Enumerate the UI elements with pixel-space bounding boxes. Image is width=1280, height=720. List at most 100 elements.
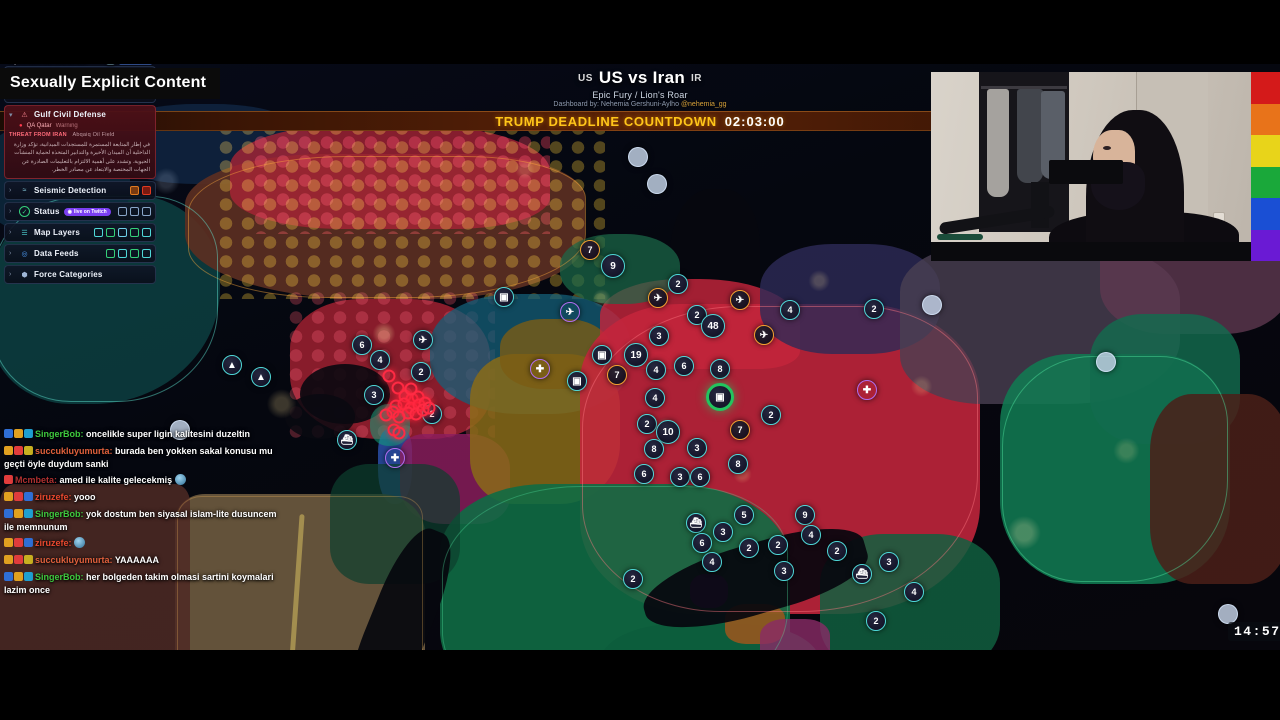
chat-username[interactable]: Mcmbeta: — [15, 475, 60, 486]
webcam-video[interactable] — [931, 72, 1251, 261]
chat-username[interactable]: SingerBob: — [35, 429, 86, 439]
map-cluster-marker[interactable]: 4 — [801, 525, 821, 545]
strike-marker[interactable] — [392, 426, 406, 440]
map-marker-rocket-icon[interactable]: ✈ — [730, 290, 750, 310]
map-marker-rocket-icon[interactable]: ✈ — [648, 288, 668, 308]
chevron-right-icon-layers[interactable]: › — [9, 229, 12, 236]
chevron-right-icon-forces[interactable]: › — [9, 271, 12, 278]
map-marker-plus-icon[interactable]: ✚ — [530, 359, 550, 379]
live-on-twitch-badge[interactable]: ◉ live on Twitch — [63, 207, 111, 216]
webcam-overlay[interactable] — [931, 72, 1280, 261]
map-marker-plane-icon[interactable]: ✈ — [560, 302, 580, 322]
map-cluster-marker[interactable]: 4 — [904, 582, 924, 602]
badge-m6[interactable] — [142, 186, 151, 195]
link-icon[interactable] — [130, 228, 139, 237]
chevron-right-icon-seismic[interactable]: › — [9, 187, 12, 194]
chevron-down-icon-gulf[interactable]: ▾ — [9, 111, 13, 119]
map-marker-rocket-icon[interactable]: ✈ — [754, 325, 774, 345]
map-cluster-marker[interactable]: 3 — [364, 385, 384, 405]
map-cluster-marker[interactable]: 2 — [637, 414, 657, 434]
map-cluster-marker[interactable]: 6 — [690, 467, 710, 487]
circle-icon[interactable] — [142, 249, 151, 258]
map-cluster-marker[interactable]: 19 — [624, 343, 648, 367]
drop-icon[interactable] — [142, 228, 151, 237]
strike-marker[interactable] — [379, 408, 393, 422]
map-cluster-marker[interactable]: 8 — [728, 454, 748, 474]
map-cluster-marker[interactable]: 4 — [370, 350, 390, 370]
map-cluster-marker[interactable]: 2 — [866, 611, 886, 631]
map-cluster-marker[interactable]: 7 — [580, 240, 600, 260]
map-marker-ship-icon[interactable]: ⛴ — [686, 513, 706, 533]
map-cluster-marker[interactable]: 6 — [352, 335, 372, 355]
square-icon[interactable] — [94, 228, 103, 237]
star-icon[interactable] — [118, 228, 127, 237]
map-cluster-marker[interactable]: 8 — [710, 359, 730, 379]
map-marker-ship-icon[interactable]: ⛴ — [337, 430, 357, 450]
map-cluster-marker[interactable]: 8 — [644, 439, 664, 459]
map-cluster-marker[interactable] — [1096, 352, 1116, 372]
map-cluster-marker[interactable]: 4 — [702, 552, 722, 572]
lock-icon[interactable] — [118, 249, 127, 258]
strike-marker[interactable] — [382, 369, 396, 383]
map-cluster-marker[interactable]: 3 — [713, 522, 733, 542]
row-map-layers[interactable]: › ☰ Map Layers — [4, 223, 156, 242]
map-marker-plus-icon[interactable]: ✚ — [857, 380, 877, 400]
chat-icon[interactable] — [118, 207, 127, 216]
map-cluster-marker[interactable]: 7 — [607, 365, 627, 385]
map-cluster-marker[interactable]: 4 — [780, 300, 800, 320]
map-cluster-marker[interactable]: 3 — [879, 552, 899, 572]
map-marker-ship-icon[interactable]: ⛴ — [852, 564, 872, 584]
map-marker-plus-icon[interactable]: ✚ — [385, 448, 405, 468]
badge-m5[interactable] — [130, 186, 139, 195]
map-marker-building-icon[interactable]: ▣ — [706, 383, 734, 411]
map-cluster-marker[interactable]: 6 — [634, 464, 654, 484]
row-data-feeds[interactable]: › ◎ Data Feeds — [4, 244, 156, 263]
map-cluster-marker[interactable]: 3 — [774, 561, 794, 581]
row-force-categories[interactable]: › ⬢ Force Categories — [4, 265, 156, 284]
camera-icon[interactable] — [106, 228, 115, 237]
map-cluster-marker[interactable]: 4 — [645, 388, 665, 408]
map-marker-building-icon[interactable]: ▣ — [592, 345, 612, 365]
chat-username[interactable]: ziruzefe: — [35, 492, 75, 503]
map-marker-plane-icon[interactable]: ✈ — [413, 330, 433, 350]
card-gulf-civil-defense[interactable]: ▾ ⚠ Gulf Civil Defense ● QA Qatar Warnin… — [4, 105, 156, 179]
map-cluster-marker[interactable]: 2 — [623, 569, 643, 589]
map-cluster-marker[interactable] — [1218, 604, 1238, 624]
chevron-right-icon-status[interactable]: › — [9, 208, 12, 215]
chat-username[interactable]: SingerBob: — [35, 508, 86, 519]
map-cluster-marker[interactable]: 6 — [674, 356, 694, 376]
map-marker-building-icon[interactable]: ▣ — [567, 371, 587, 391]
map-marker-mount-icon[interactable]: ▲ — [222, 355, 242, 375]
map-cluster-marker[interactable]: 2 — [864, 299, 884, 319]
map-marker-mount-icon[interactable]: ▲ — [251, 367, 271, 387]
map-cluster-marker[interactable]: 3 — [687, 438, 707, 458]
strike-marker[interactable] — [404, 382, 418, 396]
map-cluster-marker[interactable] — [170, 420, 190, 440]
map-cluster-marker[interactable]: 2 — [411, 362, 431, 382]
map-cluster-marker[interactable]: 6 — [692, 533, 712, 553]
chevron-right-icon-feeds[interactable]: › — [9, 250, 12, 257]
chat-username[interactable]: succukluyumurta: — [35, 555, 115, 566]
row-status[interactable]: › ✓ Status ◉ live on Twitch — [4, 202, 156, 221]
flow-icon[interactable] — [106, 249, 115, 258]
map-cluster-marker[interactable]: 3 — [649, 326, 669, 346]
code-icon[interactable] — [142, 207, 151, 216]
map-cluster-marker[interactable]: 5 — [734, 505, 754, 525]
map-cluster-marker[interactable]: 2 — [761, 405, 781, 425]
atom-icon[interactable] — [130, 249, 139, 258]
chat-username[interactable]: SingerBob: — [35, 571, 86, 582]
chat-username[interactable]: succukluyumurta: — [35, 445, 116, 456]
strike-marker[interactable] — [392, 410, 406, 424]
map-cluster-marker[interactable] — [647, 174, 667, 194]
map-cluster-marker[interactable]: 2 — [668, 274, 688, 294]
row-seismic-detection[interactable]: › ≈ Seismic Detection — [4, 181, 156, 200]
chat-username[interactable]: ziruzefe: — [35, 538, 75, 549]
map-marker-building-icon[interactable]: ▣ — [494, 287, 514, 307]
map-cluster-marker[interactable]: 2 — [827, 541, 847, 561]
map-cluster-marker[interactable]: 2 — [768, 535, 788, 555]
strike-marker[interactable] — [422, 401, 436, 415]
map-cluster-marker[interactable]: 2 — [739, 538, 759, 558]
map-cluster-marker[interactable] — [628, 147, 648, 167]
map-cluster-marker[interactable]: 4 — [646, 360, 666, 380]
map-cluster-marker[interactable]: 9 — [795, 505, 815, 525]
